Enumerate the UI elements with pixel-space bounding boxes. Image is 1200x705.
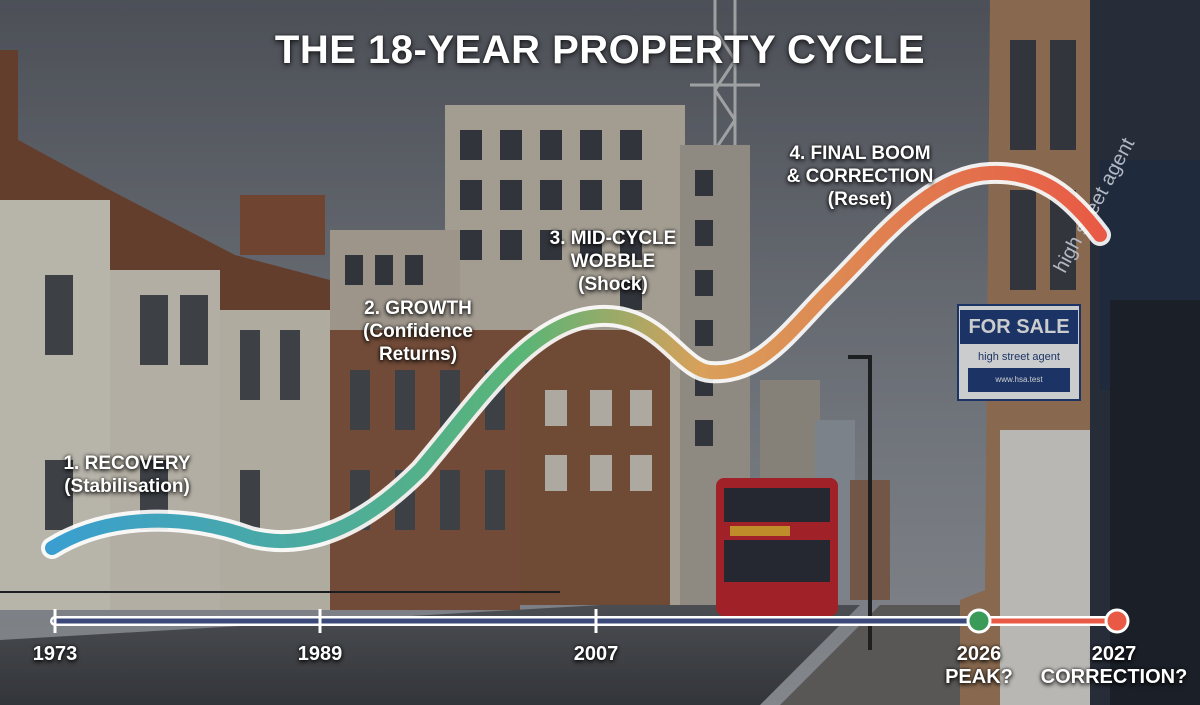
phase-label-recovery: 1. RECOVERY (Stabilisation): [42, 452, 212, 498]
phase-label-final-boom: 4. FINAL BOOM & CORRECTION (Reset): [770, 142, 950, 211]
street-lamp: [848, 355, 872, 650]
phase-wobble-title: 3. MID-CYCLE: [549, 228, 677, 249]
timeline-label-2007: 2007: [556, 643, 636, 666]
estate-agent-url: www.hsa.test: [968, 370, 1070, 390]
phase-label-mid-cycle-wobble: 3. MID-CYCLE WOBBLE (Shock): [538, 227, 688, 296]
estate-agent-name: high street agent: [960, 350, 1078, 364]
road: [0, 605, 860, 705]
correction-marker: [1104, 608, 1130, 634]
phase-boom-title-2: & CORRECTION: [786, 166, 934, 187]
phase-wobble-subtitle: (Shock): [578, 274, 648, 295]
year-2007: 2007: [573, 643, 619, 665]
phase-growth-title: 2. GROWTH: [364, 298, 472, 319]
property-cycle-curve-fill: [45, 165, 1107, 555]
phase-label-growth: 2. GROWTH (Confidence Returns): [343, 297, 493, 366]
phase-boom-subtitle: (Reset): [827, 189, 893, 210]
timeline-label-2027: 2027 CORRECTION?: [1034, 643, 1194, 689]
phase-growth-subtitle-2: Returns): [378, 344, 458, 365]
red-double-decker-bus: [716, 478, 838, 616]
peak-marker: [966, 608, 992, 634]
phase-wobble-title-2: WOBBLE: [570, 251, 656, 272]
phase-recovery-subtitle: (Stabilisation): [64, 476, 190, 497]
page-title: THE 18-YEAR PROPERTY CYCLE: [274, 28, 926, 72]
terraced-houses: [0, 50, 520, 610]
phase-boom-title: 4. FINAL BOOM: [789, 143, 931, 164]
year-2026: 2026: [956, 643, 1002, 665]
year-2027: 2027: [1091, 643, 1137, 665]
year-2026-note: PEAK?: [945, 666, 1013, 688]
year-2027-note: CORRECTION?: [1040, 666, 1188, 688]
for-sale-sign: [957, 304, 1081, 401]
timeline-label-1989: 1989: [280, 643, 360, 666]
phase-recovery-title: 1. RECOVERY: [63, 453, 191, 474]
timeline-label-2026: 2026 PEAK?: [929, 643, 1029, 689]
year-1989: 1989: [297, 643, 343, 665]
timeline-label-1973: 1973: [15, 643, 95, 666]
for-sale-sign-text: FOR SALE: [960, 313, 1078, 341]
year-1973: 1973: [32, 643, 78, 665]
phase-growth-subtitle-1: (Confidence: [363, 321, 473, 342]
